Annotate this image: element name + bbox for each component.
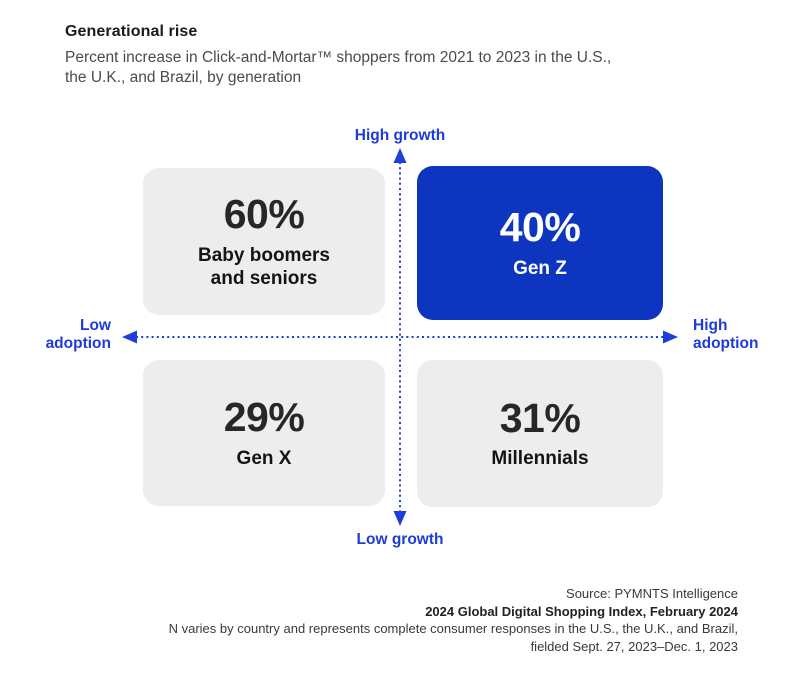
- source-line-4: fielded Sept. 27, 2023–Dec. 1, 2023: [530, 638, 738, 654]
- quadrant-tile-baby-boomers: 60% Baby boomers and seniors: [143, 168, 385, 315]
- axis-label-low-adoption: Low adoption: [45, 317, 111, 352]
- quadrant-value: 40%: [499, 204, 581, 251]
- quadrant-label: Gen Z: [513, 257, 567, 279]
- chart-header: Generational rise Percent increase in Cl…: [65, 23, 725, 88]
- quadrant-tile-gen-x: 29% Gen X: [143, 360, 385, 506]
- quadrant-label: Baby boomers and seniors: [198, 244, 330, 289]
- axis-label-high-growth: High growth: [354, 127, 446, 144]
- chart-subtitle: Percent increase in Click-and-Mortar™ sh…: [65, 49, 612, 86]
- horizontal-axis-arrow: [122, 330, 678, 344]
- source-note: Source: PYMNTS Intelligence 2024 Global …: [98, 585, 738, 655]
- source-line-2: 2024 Global Digital Shopping Index, Febr…: [425, 603, 738, 619]
- quadrant-label: Millennials: [491, 448, 589, 470]
- quadrant-value: 29%: [223, 394, 305, 441]
- quadrant-label: Gen X: [236, 447, 292, 469]
- vertical-axis-arrow: [393, 148, 407, 526]
- source-line-1: Source: PYMNTS Intelligence: [566, 586, 738, 601]
- quadrant-tile-millennials: 31% Millennials: [417, 360, 663, 507]
- page-title: Generational rise: [65, 23, 198, 40]
- quadrant-value: 31%: [499, 394, 581, 441]
- quadrant-tile-gen-z: 40% Gen Z: [417, 166, 663, 320]
- axis-label-high-adoption: High adoption: [693, 317, 759, 352]
- axis-label-low-growth: Low growth: [356, 531, 444, 548]
- source-line-3: N varies by country and represents compl…: [168, 621, 738, 636]
- quadrant-value: 60%: [223, 191, 305, 238]
